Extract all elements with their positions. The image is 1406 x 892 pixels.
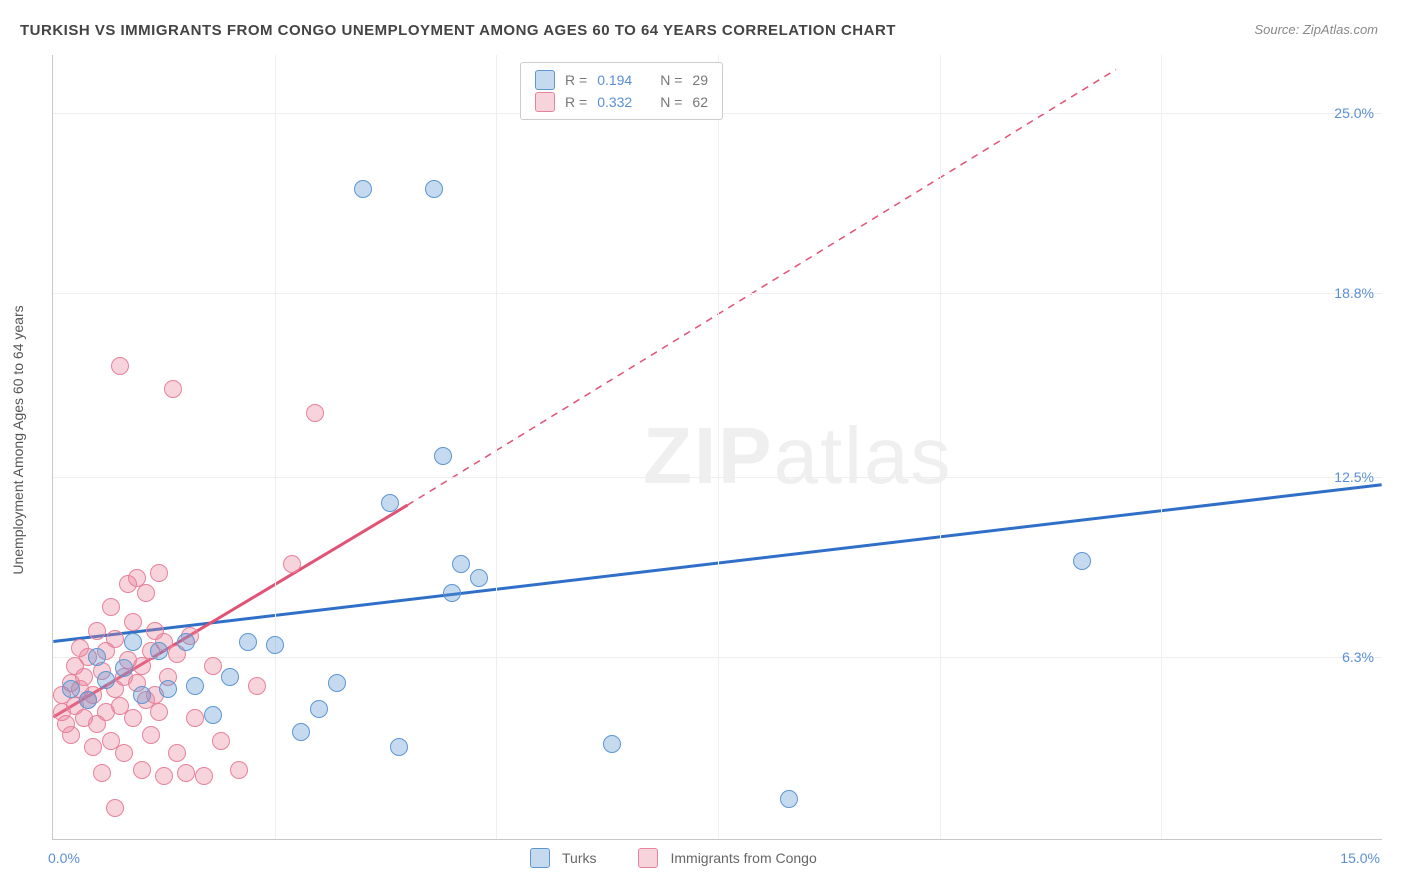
data-point-congo — [88, 622, 106, 640]
data-point-turks — [186, 677, 204, 695]
data-point-congo — [204, 657, 222, 675]
swatch-turks-icon — [530, 848, 550, 868]
data-point-turks — [470, 569, 488, 587]
legend-label-congo: Immigrants from Congo — [670, 850, 816, 866]
data-point-turks — [115, 659, 133, 677]
data-point-congo — [283, 555, 301, 573]
correlation-legend: R = 0.194 N = 29 R = 0.332 N = 62 — [520, 62, 723, 120]
gridline-v — [275, 55, 276, 839]
data-point-congo — [306, 404, 324, 422]
y-tick-label: 6.3% — [1342, 649, 1374, 665]
data-point-congo — [168, 744, 186, 762]
data-point-congo — [124, 709, 142, 727]
chart-title: TURKISH VS IMMIGRANTS FROM CONGO UNEMPLO… — [20, 22, 896, 39]
n-value-congo: 62 — [692, 94, 708, 110]
source-attribution: Source: ZipAtlas.com — [1254, 22, 1378, 37]
data-point-turks — [150, 642, 168, 660]
data-point-turks — [425, 180, 443, 198]
data-point-turks — [603, 735, 621, 753]
data-point-congo — [195, 767, 213, 785]
series-legend: Turks Immigrants from Congo — [530, 848, 817, 868]
x-axis-min-label: 0.0% — [48, 850, 80, 866]
data-point-congo — [62, 726, 80, 744]
data-point-congo — [102, 598, 120, 616]
data-point-turks — [97, 671, 115, 689]
data-point-turks — [443, 584, 461, 602]
data-point-turks — [79, 691, 97, 709]
legend-row-turks: R = 0.194 N = 29 — [535, 69, 708, 91]
data-point-congo — [164, 380, 182, 398]
data-point-turks — [133, 686, 151, 704]
data-point-turks — [310, 700, 328, 718]
data-point-congo — [93, 764, 111, 782]
data-point-congo — [248, 677, 266, 695]
data-point-congo — [212, 732, 230, 750]
data-point-congo — [106, 799, 124, 817]
scatter-plot-area: ZIPatlas 6.3% 12.5% 18.8% 25.0% — [52, 55, 1382, 840]
data-point-turks — [266, 636, 284, 654]
data-point-turks — [354, 180, 372, 198]
y-axis-label: Unemployment Among Ages 60 to 64 years — [10, 305, 26, 574]
data-point-turks — [780, 790, 798, 808]
swatch-congo-icon — [535, 92, 555, 112]
data-point-congo — [84, 738, 102, 756]
gridline-v — [496, 55, 497, 839]
data-point-turks — [292, 723, 310, 741]
data-point-turks — [328, 674, 346, 692]
data-point-congo — [155, 767, 173, 785]
data-point-turks — [452, 555, 470, 573]
data-point-congo — [137, 584, 155, 602]
gridline-v — [718, 55, 719, 839]
data-point-turks — [124, 633, 142, 651]
watermark-text: ZIPatlas — [643, 410, 952, 502]
data-point-turks — [434, 447, 452, 465]
r-value-turks: 0.194 — [597, 72, 632, 88]
data-point-congo — [111, 357, 129, 375]
data-point-turks — [1073, 552, 1091, 570]
data-point-turks — [177, 633, 195, 651]
data-point-turks — [221, 668, 239, 686]
data-point-turks — [239, 633, 257, 651]
r-value-congo: 0.332 — [597, 94, 632, 110]
data-point-turks — [159, 680, 177, 698]
data-point-congo — [150, 564, 168, 582]
data-point-congo — [177, 764, 195, 782]
data-point-turks — [381, 494, 399, 512]
data-point-congo — [115, 744, 133, 762]
legend-row-congo: R = 0.332 N = 62 — [535, 91, 708, 113]
data-point-congo — [186, 709, 204, 727]
data-point-congo — [133, 761, 151, 779]
data-point-congo — [150, 703, 168, 721]
data-point-turks — [204, 706, 222, 724]
data-point-congo — [106, 630, 124, 648]
x-axis-max-label: 15.0% — [1340, 850, 1380, 866]
data-point-congo — [230, 761, 248, 779]
swatch-turks-icon — [535, 70, 555, 90]
data-point-congo — [124, 613, 142, 631]
data-point-congo — [142, 726, 160, 744]
data-point-turks — [390, 738, 408, 756]
gridline-v — [1161, 55, 1162, 839]
n-value-turks: 29 — [692, 72, 708, 88]
data-point-turks — [88, 648, 106, 666]
swatch-congo-icon — [638, 848, 658, 868]
y-tick-label: 12.5% — [1334, 469, 1374, 485]
y-tick-label: 18.8% — [1334, 285, 1374, 301]
gridline-v — [940, 55, 941, 839]
y-tick-label: 25.0% — [1334, 105, 1374, 121]
legend-label-turks: Turks — [562, 850, 596, 866]
data-point-turks — [62, 680, 80, 698]
